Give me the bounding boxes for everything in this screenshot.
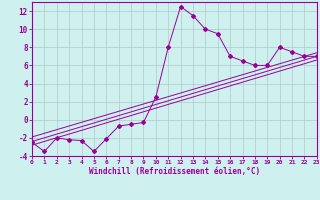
X-axis label: Windchill (Refroidissement éolien,°C): Windchill (Refroidissement éolien,°C) [89,167,260,176]
